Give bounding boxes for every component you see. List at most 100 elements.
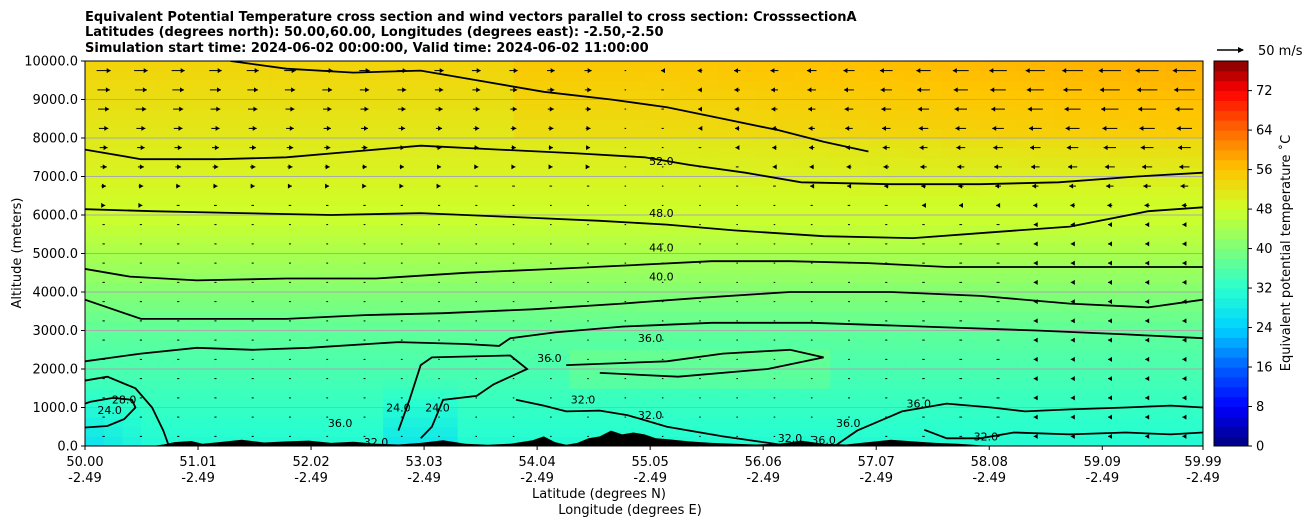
field-cell [1016,215,1036,226]
field-cell [737,224,757,235]
x-tick-label-lon: -2.49 [68,471,102,486]
wind-vector-head [921,202,926,208]
field-cell [364,311,384,322]
field-cell [923,340,943,351]
field-cell [439,369,459,380]
field-cell [625,80,645,91]
colorbar-segment [1214,189,1248,200]
wind-vector-head [511,145,516,151]
field-cell [308,118,328,129]
wind-vector-head [806,68,811,74]
field-cell [1072,80,1092,91]
field-cell [178,253,198,264]
field-cell [1128,109,1148,120]
field-cell [289,138,310,149]
field-cell [979,89,999,101]
field-cell [774,243,794,255]
field-cell [308,253,328,264]
field-cell [513,89,533,101]
field-cell [886,118,906,129]
field-cell [103,61,123,72]
field-cell [569,282,589,293]
field-cell [942,224,962,235]
field-cell [606,70,626,81]
field-cell [532,166,552,178]
contour-line [85,291,1203,320]
field-cell [196,70,217,81]
field-cell [532,272,552,283]
wind-vector-head [253,106,258,112]
field-cell [625,89,645,101]
field-cell [196,263,217,274]
field-cell [830,330,850,341]
field-cell [215,224,235,235]
field-cell [420,215,440,226]
field-cell [327,349,347,360]
colorbar-segment [1214,159,1248,171]
field-cell [215,70,235,81]
field-cell [1165,292,1185,303]
field-cell [569,340,589,351]
field-cell [159,205,179,216]
field-cell [681,195,701,206]
field-cell [1184,272,1203,283]
field-cell [159,80,179,91]
field-cell [904,426,925,437]
field-cell [1016,61,1036,72]
field-cell [103,243,123,255]
field-cell [681,349,701,360]
field-cell [234,166,254,178]
field-cell [606,417,626,428]
field-cell [140,61,161,72]
field-cell [886,176,906,187]
field-cell [904,80,925,91]
field-cell [196,243,217,255]
field-cell [811,128,831,139]
field-cell [867,388,887,399]
field-cell [644,128,664,139]
field-cell [159,253,179,264]
field-cell [774,61,794,72]
field-cell [625,147,645,158]
field-cell [476,417,496,428]
field-cell [867,301,887,312]
field-cell [1165,301,1185,312]
field-cell [886,378,906,389]
field-cell [345,205,366,216]
field-cell [457,311,477,322]
field-cell [904,340,925,351]
field-cell [811,426,831,437]
field-cell [848,359,869,370]
field-cell [811,89,831,101]
field-cell [848,118,869,129]
field-cell [979,397,999,409]
field-cell [234,349,254,360]
field-cell [755,301,776,312]
field-cell [811,80,831,91]
field-cell [923,176,943,187]
field-cell [1016,407,1036,418]
field-cell [159,147,179,158]
field-cell [103,118,123,129]
field-cell [1053,234,1074,245]
field-cell [476,243,496,255]
field-cell [681,417,701,428]
field-cell [476,186,496,197]
field-cell [345,138,366,149]
field-cell [271,215,291,226]
x-axis-label-2: Longitude (degrees E) [558,503,702,518]
field-cell [979,407,999,418]
field-cell [513,128,533,139]
wind-vector-head [474,164,479,170]
field-cell [588,80,608,91]
field-cell [942,301,962,312]
field-cell [439,80,459,91]
colorbar-frame [1213,60,1249,447]
field-cell [718,272,738,283]
wind-vector-head [290,106,295,112]
field-cell [513,349,533,360]
field-cell [364,301,384,312]
field-cell [718,138,738,149]
field-cell [979,320,999,332]
field-cell [737,282,757,293]
